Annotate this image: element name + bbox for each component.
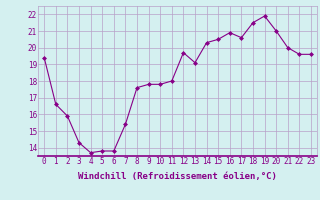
X-axis label: Windchill (Refroidissement éolien,°C): Windchill (Refroidissement éolien,°C)	[78, 172, 277, 181]
